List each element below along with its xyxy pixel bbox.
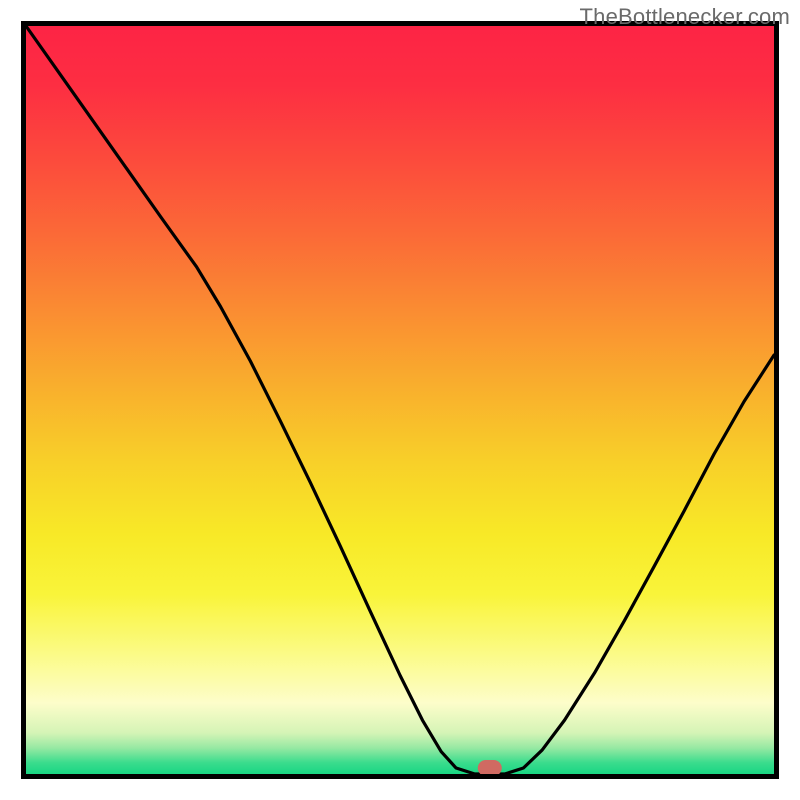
bottleneck-chart: TheBottlenecker.com [0, 0, 800, 800]
optimal-marker [478, 760, 502, 776]
chart-background [26, 26, 774, 774]
chart-svg [0, 0, 800, 800]
watermark-text: TheBottlenecker.com [580, 4, 790, 30]
